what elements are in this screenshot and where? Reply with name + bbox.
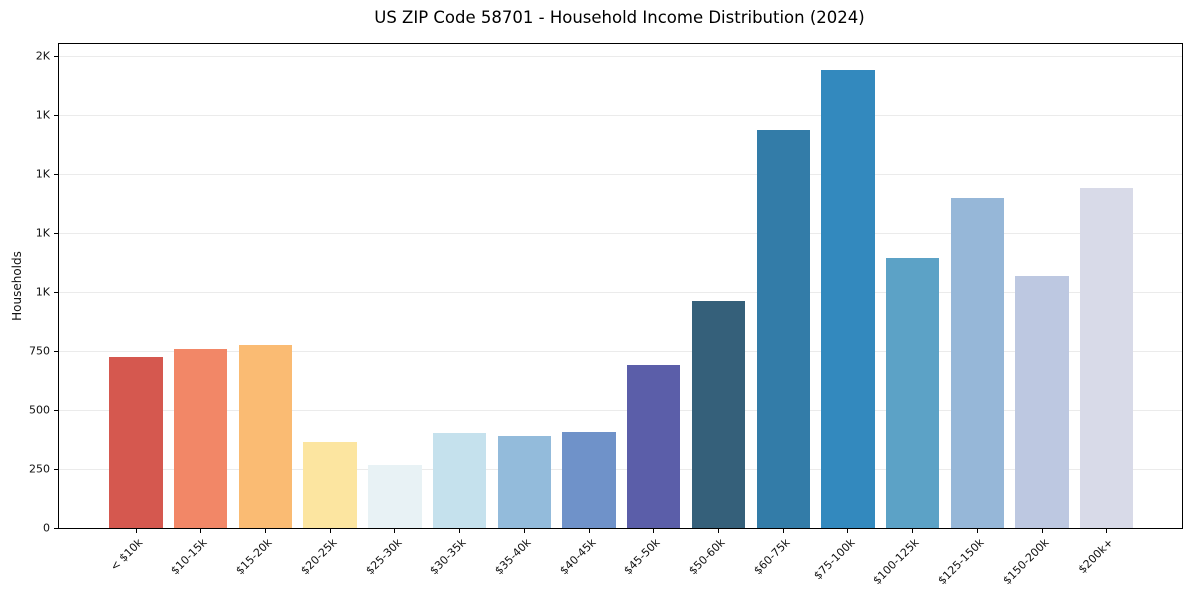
y-tick-label: 1K (35, 285, 50, 299)
x-tick-label: $150-200k (1000, 536, 1052, 588)
y-tick-label: 2K (35, 49, 50, 63)
y-tick-mark (54, 291, 59, 293)
x-tick-mark (847, 528, 849, 533)
x-tick-label: $30-35k (427, 536, 469, 578)
x-tick-mark (717, 528, 719, 533)
bar-$35-40k (497, 436, 551, 528)
gridline (59, 55, 1182, 57)
y-tick-label: 1K (35, 108, 50, 122)
x-tick-label: $10-15k (168, 536, 210, 578)
bar-$75-100k (821, 69, 875, 528)
bar-$60-75k (756, 130, 810, 528)
y-tick-label: 0 (43, 521, 50, 535)
gridline (59, 468, 1182, 470)
y-axis-label: Households (10, 251, 25, 321)
plot-area: Households 0 250 500 750 1K 1K 1K 1K 2K < $10k $10… (10, 43, 1183, 587)
gridline (59, 350, 1182, 352)
x-tick-label: $50-60k (686, 536, 728, 578)
bar-$50-60k (691, 301, 746, 528)
x-tick-mark (135, 528, 137, 533)
y-tick-mark (54, 55, 59, 57)
y-tick-label: 750 (29, 344, 50, 358)
bar-$150-200k (1015, 275, 1069, 528)
y-tick-mark (54, 468, 59, 470)
y-axis-label-wrap: Households (7, 44, 27, 528)
bar-$45-50k (627, 365, 681, 528)
x-tick-label: $200k+ (1075, 536, 1117, 577)
y-tick-mark (54, 350, 59, 352)
x-tick-label: < $10k (107, 536, 146, 574)
x-tick-label: $35-40k (492, 536, 534, 578)
bar-$20-25k (303, 441, 357, 528)
bar-$40-45k (562, 431, 616, 528)
x-tick-label: $20-25k (298, 536, 340, 578)
x-tick-mark (329, 528, 331, 533)
gridline (59, 232, 1182, 234)
y-tick-label: 1K (35, 167, 50, 181)
y-tick-mark (54, 527, 59, 529)
x-tick-label: $25-30k (362, 536, 405, 578)
bar-$10-15k (174, 349, 228, 528)
gridline (59, 409, 1182, 411)
x-tick-label: $75-100k (810, 536, 858, 583)
x-tick-mark (976, 528, 978, 533)
bar-$200k+ (1080, 188, 1134, 528)
chart-title: US ZIP Code 58701 - Household Income Dis… (374, 8, 865, 27)
x-tick-mark (653, 528, 655, 533)
y-tick-mark (54, 173, 59, 175)
x-tick-mark (782, 528, 784, 533)
x-tick-label: $45-50k (621, 536, 663, 578)
x-tick-label: $15-20k (233, 536, 275, 578)
x-tick-label: $60-75k (751, 536, 793, 578)
bar-$30-35k (432, 433, 487, 528)
x-tick-mark (588, 528, 590, 533)
bar-$100-125k (885, 257, 940, 528)
y-tick-label: 250 (29, 462, 50, 476)
x-tick-mark (912, 528, 914, 533)
bar-$125-150k (950, 197, 1005, 528)
x-tick-mark (264, 528, 266, 533)
gridline (59, 114, 1182, 116)
x-tick-mark (1106, 528, 1108, 533)
y-tick-mark (54, 114, 59, 116)
x-tick-mark (459, 528, 461, 533)
y-tick-label: 1K (35, 226, 50, 240)
y-tick-label: 500 (29, 403, 50, 417)
x-tick-mark (394, 528, 396, 533)
bar-$15-20k (238, 345, 293, 528)
x-tick-mark (200, 528, 202, 533)
bar-< $10k (109, 356, 163, 528)
gridline (59, 173, 1182, 175)
gridline (59, 291, 1182, 293)
y-tick-mark (54, 409, 59, 411)
x-tick-label: $40-45k (556, 536, 599, 578)
x-tick-mark (1041, 528, 1043, 533)
y-tick-mark (54, 232, 59, 234)
x-tick-label: $100-125k (870, 536, 922, 588)
x-tick-label: $125-150k (935, 536, 987, 588)
x-tick-mark (523, 528, 525, 533)
bar-$25-30k (368, 464, 422, 528)
